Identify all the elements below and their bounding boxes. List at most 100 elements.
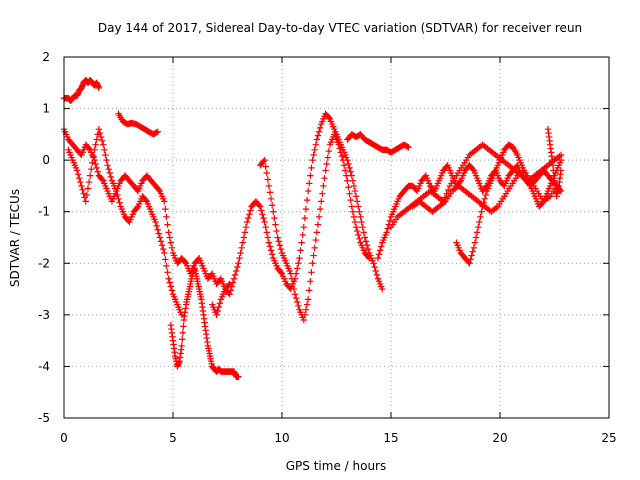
data-point	[338, 153, 346, 160]
data-point	[94, 168, 101, 175]
data-point	[73, 167, 81, 174]
data-point	[357, 213, 364, 221]
series-track-4	[65, 126, 185, 319]
data-point	[267, 195, 275, 203]
data-point	[92, 160, 99, 168]
data-point	[242, 223, 250, 231]
data-point	[98, 176, 106, 183]
data-point	[276, 242, 284, 249]
data-point	[238, 244, 245, 252]
data-point	[266, 189, 274, 196]
data-point	[294, 298, 301, 306]
data-point	[98, 137, 106, 145]
data-point	[268, 202, 276, 209]
data-point	[265, 239, 273, 246]
series-track-13	[544, 126, 565, 200]
data-point	[323, 160, 330, 168]
data-point	[179, 329, 187, 337]
data-point	[313, 136, 321, 143]
data-point	[265, 182, 273, 190]
data-point	[376, 247, 384, 254]
data-point	[165, 229, 172, 236]
data-point	[288, 275, 296, 282]
data-point	[466, 260, 473, 267]
data-point	[361, 234, 369, 241]
data-point	[273, 227, 280, 235]
series-track-7	[257, 131, 373, 324]
data-point	[370, 260, 377, 267]
y-tick-label: 0	[42, 153, 50, 167]
data-point	[351, 218, 359, 226]
data-point	[272, 221, 279, 228]
data-point	[142, 196, 149, 204]
grid-lines	[64, 57, 609, 418]
data-point	[470, 244, 478, 252]
data-point	[114, 191, 121, 199]
data-point	[374, 254, 382, 262]
data-point	[405, 144, 412, 151]
data-point	[306, 180, 313, 187]
data-point	[345, 184, 352, 191]
data-point	[311, 146, 318, 154]
data-point	[226, 291, 233, 298]
data-point	[164, 221, 171, 228]
data-point	[302, 306, 310, 313]
data-point	[153, 129, 160, 136]
y-tick-label: -1	[38, 205, 50, 219]
data-point	[311, 244, 318, 252]
data-point	[557, 156, 565, 164]
data-point	[161, 249, 168, 257]
data-point	[235, 373, 242, 380]
data-point	[216, 300, 224, 307]
data-point	[324, 154, 331, 161]
data-point	[267, 247, 275, 254]
data-point	[255, 202, 263, 209]
data-point	[308, 269, 315, 276]
data-point	[213, 311, 220, 319]
data-point	[383, 229, 390, 236]
data-point	[262, 223, 269, 231]
data-point	[349, 177, 357, 184]
data-point	[337, 149, 345, 156]
data-point	[354, 198, 361, 205]
data-point	[101, 146, 108, 154]
data-point	[246, 211, 253, 218]
data-point	[348, 172, 355, 179]
data-point	[88, 165, 95, 173]
data-point	[294, 265, 301, 272]
data-point	[300, 223, 307, 231]
data-point	[95, 126, 103, 133]
data-point	[225, 282, 232, 289]
data-point	[264, 176, 272, 183]
data-point	[264, 234, 272, 241]
data-point	[301, 311, 309, 319]
data-point	[309, 156, 316, 164]
data-point	[82, 198, 89, 205]
data-point	[345, 160, 352, 168]
data-point	[375, 251, 383, 258]
data-point	[271, 214, 278, 222]
data-point	[473, 229, 481, 236]
data-points	[60, 77, 565, 380]
data-point	[260, 214, 267, 222]
data-point	[354, 227, 361, 235]
data-point	[91, 146, 98, 154]
data-point	[162, 205, 169, 213]
data-point	[377, 243, 385, 250]
data-point	[336, 145, 343, 152]
y-tick-label: -3	[38, 308, 50, 322]
data-point	[76, 174, 83, 182]
data-point	[349, 208, 357, 215]
data-point	[363, 242, 371, 249]
data-point	[373, 271, 381, 279]
x-tick-label: 5	[169, 431, 177, 445]
data-point	[113, 187, 120, 195]
data-point	[352, 193, 360, 200]
data-point	[351, 187, 359, 195]
data-point	[307, 172, 314, 179]
data-point	[347, 196, 354, 204]
data-point	[319, 190, 326, 197]
data-point	[344, 177, 351, 184]
data-point	[310, 151, 317, 159]
